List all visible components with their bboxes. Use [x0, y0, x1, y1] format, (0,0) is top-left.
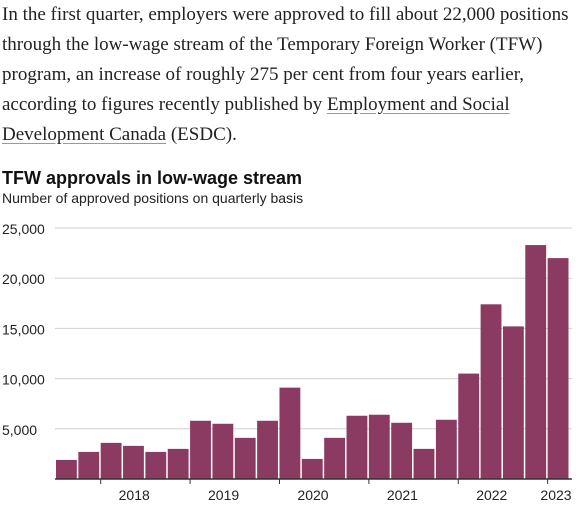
y-tick-label: 15,000: [2, 321, 45, 337]
y-tick-label: 25,000: [2, 221, 45, 237]
bar: [145, 451, 167, 479]
bar: [346, 415, 368, 479]
x-tick-label: 2021: [387, 487, 418, 503]
bar: [100, 442, 122, 479]
bar: [56, 459, 77, 479]
bar: [123, 445, 144, 479]
chart-subtitle: Number of approved positions on quarterl…: [2, 190, 304, 206]
y-tick-label: 10,000: [2, 372, 45, 388]
bar: [190, 420, 211, 479]
bar: [525, 245, 547, 479]
bar: [301, 458, 323, 479]
bar: [167, 448, 189, 479]
x-tick-label: 2018: [119, 487, 150, 503]
x-tick-label: 2019: [208, 487, 239, 503]
bar: [279, 387, 301, 479]
bar: [324, 437, 346, 479]
bar: [234, 437, 256, 479]
x-tick-label: 2023: [540, 487, 571, 503]
y-tick-label: 5,000: [2, 422, 37, 438]
bar: [547, 258, 569, 479]
bar: [413, 448, 435, 479]
x-tick-label: 2020: [297, 487, 328, 503]
bar: [212, 423, 234, 479]
bar: [391, 422, 413, 479]
y-tick-label: 20,000: [2, 271, 45, 287]
bar: [458, 373, 480, 479]
chart-title: TFW approvals in low-wage stream: [2, 168, 303, 188]
article-text-before: In the first quarter, employers were app…: [2, 4, 569, 115]
bar: [78, 451, 100, 479]
bar: [368, 414, 390, 479]
bar: [257, 420, 278, 479]
bar: [480, 304, 502, 479]
esdc-link[interactable]: Employment and Social Development Canada: [2, 94, 510, 145]
x-tick-label: 2022: [476, 487, 507, 503]
article-text-after: (ESDC).: [166, 124, 237, 145]
article-paragraph: In the first quarter, employers were app…: [2, 0, 572, 150]
bar: [502, 326, 524, 479]
bar: [435, 419, 457, 479]
